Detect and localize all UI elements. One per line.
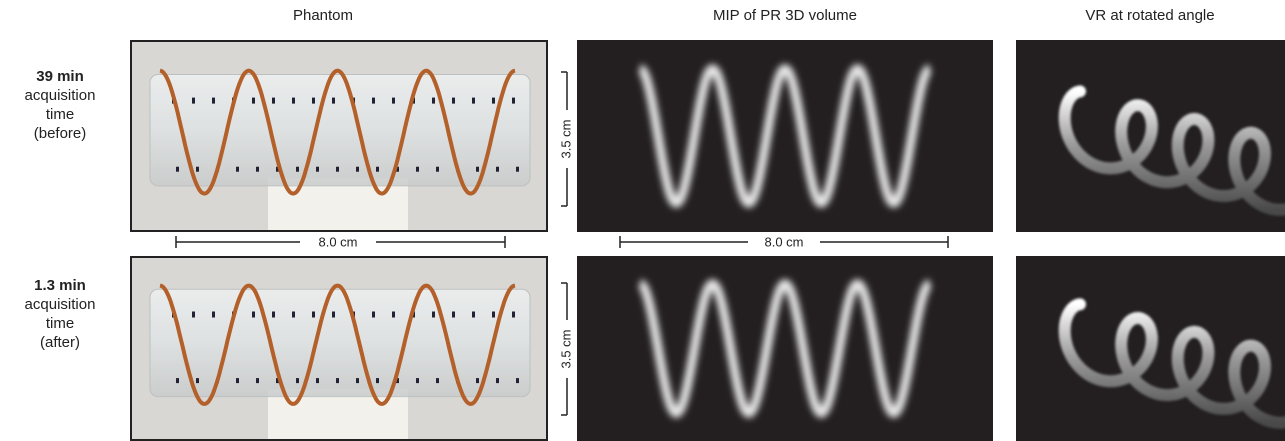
marker-dot xyxy=(492,311,495,318)
marker-dot xyxy=(512,97,515,104)
marker-dot xyxy=(372,97,375,104)
marker-dot xyxy=(192,311,195,318)
marker-dot xyxy=(296,378,299,384)
mip-helix xyxy=(638,279,932,418)
scale-label: 8.0 cm xyxy=(318,234,357,249)
marker-dot xyxy=(516,166,519,172)
row-label-line: acquisition xyxy=(25,87,96,104)
marker-dot xyxy=(492,97,495,104)
row-time: 39 min xyxy=(36,68,84,85)
marker-dot xyxy=(236,166,239,172)
marker-dot xyxy=(312,311,315,318)
marker-dot xyxy=(196,378,199,384)
marker-dot xyxy=(396,378,399,384)
row-label-line: (before) xyxy=(34,125,87,142)
marker-dot xyxy=(192,97,195,104)
marker-dot xyxy=(416,378,419,384)
scale-bar xyxy=(175,236,949,248)
marker-dot xyxy=(516,378,519,384)
marker-dot xyxy=(376,378,379,384)
scale-label: 3.5 cm xyxy=(558,119,573,158)
panels xyxy=(130,40,1285,441)
marker-dot xyxy=(336,166,339,172)
marker-dot xyxy=(176,378,179,384)
pedestal xyxy=(268,389,408,439)
row-label-line: time xyxy=(46,106,74,123)
column-header: VR at rotated angle xyxy=(1085,7,1214,24)
helix-wire xyxy=(159,68,516,196)
marker-dot xyxy=(512,311,515,318)
marker-dot xyxy=(496,378,499,384)
scale-label: 3.5 cm xyxy=(558,329,573,368)
mip-helix xyxy=(638,64,932,208)
marker-dot xyxy=(496,166,499,172)
marker-dot xyxy=(372,311,375,318)
row-time: 1.3 min xyxy=(34,277,86,294)
helix-wire xyxy=(159,283,516,406)
marker-dot xyxy=(316,378,319,384)
marker-dot xyxy=(432,311,435,318)
marker-dot xyxy=(176,166,179,172)
marker-dot xyxy=(272,311,275,318)
scale-label: 8.0 cm xyxy=(764,234,803,249)
marker-dot xyxy=(292,311,295,318)
marker-dot xyxy=(332,97,335,104)
marker-dot xyxy=(432,97,435,104)
marker-dot xyxy=(212,97,215,104)
marker-dot xyxy=(436,378,439,384)
marker-dot xyxy=(276,166,279,172)
marker-dot xyxy=(256,378,259,384)
marker-dot xyxy=(396,166,399,172)
marker-dot xyxy=(272,97,275,104)
marker-dot xyxy=(392,311,395,318)
marker-dot xyxy=(472,97,475,104)
marker-dot xyxy=(196,166,199,172)
marker-dot xyxy=(416,166,419,172)
tube xyxy=(149,74,531,187)
column-header: Phantom xyxy=(293,7,353,24)
row-label-line: acquisition xyxy=(25,296,96,313)
marker-dot xyxy=(252,97,255,104)
marker-dot xyxy=(476,166,479,172)
marker-dot xyxy=(312,97,315,104)
marker-dot xyxy=(376,166,379,172)
vr-helix xyxy=(1058,85,1285,216)
marker-dot xyxy=(212,311,215,318)
marker-dot xyxy=(356,378,359,384)
pedestal xyxy=(268,178,408,230)
marker-dot xyxy=(332,311,335,318)
marker-dot xyxy=(256,166,259,172)
marker-dot xyxy=(336,378,339,384)
marker-dot xyxy=(452,311,455,318)
marker-dot xyxy=(436,166,439,172)
column-header: MIP of PR 3D volume xyxy=(713,7,857,24)
marker-dot xyxy=(452,97,455,104)
marker-dot xyxy=(236,378,239,384)
marker-dot xyxy=(296,166,299,172)
marker-dot xyxy=(252,311,255,318)
marker-dot xyxy=(472,311,475,318)
marker-dot xyxy=(392,97,395,104)
marker-dot xyxy=(476,378,479,384)
marker-dot xyxy=(356,166,359,172)
vr-helix xyxy=(1058,298,1285,429)
marker-dot xyxy=(292,97,295,104)
marker-dot xyxy=(276,378,279,384)
row-label-line: (after) xyxy=(40,334,80,351)
marker-dot xyxy=(316,166,319,172)
scale-bar xyxy=(561,71,568,416)
row-label-line: time xyxy=(46,315,74,332)
tube xyxy=(149,288,531,398)
